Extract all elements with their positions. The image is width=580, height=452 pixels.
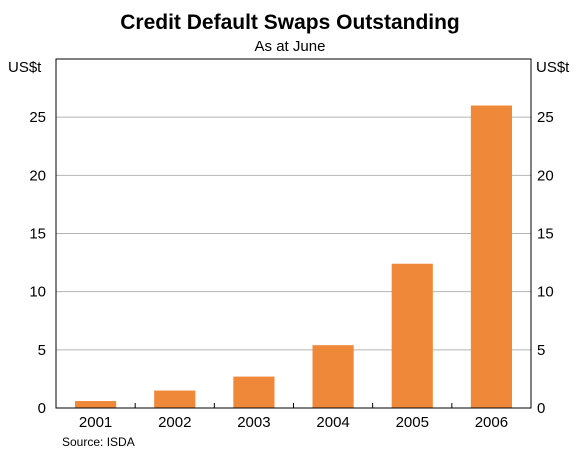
- y-ticks-right: 0 5 10 15 20 25: [537, 109, 554, 417]
- x-ticks: 2001 2002 2003 2004 2005 2006: [79, 403, 508, 431]
- y-ticks-left: 0 5 10 15 20 25: [29, 109, 46, 417]
- x-tick-label-2006: 2006: [475, 414, 508, 431]
- x-tick-label-2004: 2004: [316, 414, 349, 431]
- bar-2005: [391, 263, 433, 408]
- bar-2002: [154, 390, 196, 408]
- y-tick-label-left: 20: [29, 167, 46, 184]
- y-tick-label-left: 25: [29, 109, 46, 126]
- x-tick-label-2002: 2002: [158, 414, 191, 431]
- y-tick-label-left: 0: [38, 400, 46, 417]
- y-tick-label-right: 10: [537, 284, 554, 301]
- y-tick-label-right: 25: [537, 109, 554, 126]
- source-note: Source: ISDA: [62, 435, 135, 449]
- y-tick-label-right: 0: [537, 400, 545, 417]
- y-tick-label-right: 5: [537, 342, 545, 359]
- y-tick-label-left: 5: [38, 342, 46, 359]
- bar-2001: [75, 401, 117, 408]
- bar-2006: [470, 105, 512, 409]
- y-axis-unit-left: US$t: [8, 59, 42, 76]
- bar-2003: [233, 376, 275, 408]
- gridlines: [56, 116, 531, 351]
- y-axis-unit-right: US$t: [536, 59, 570, 76]
- y-tick-label-right: 20: [537, 167, 554, 184]
- x-tick-label-2003: 2003: [237, 414, 270, 431]
- bars: [75, 105, 512, 409]
- chart-title: Credit Default Swaps Outstanding: [120, 11, 460, 34]
- y-tick-label-left: 15: [29, 226, 46, 243]
- x-tick-label-2005: 2005: [396, 414, 429, 431]
- x-tick-label-2001: 2001: [79, 414, 112, 431]
- y-tick-label-left: 10: [29, 284, 46, 301]
- y-tick-label-right: 15: [537, 226, 554, 243]
- bar-2004: [312, 345, 354, 408]
- chart-subtitle: As at June: [255, 38, 326, 55]
